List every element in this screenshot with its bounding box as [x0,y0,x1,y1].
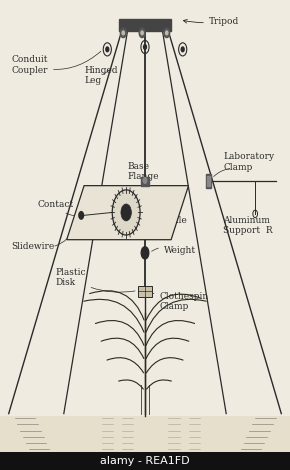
Bar [0,416,290,470]
Circle shape [144,45,146,49]
Text: Base
Flange: Base Flange [128,162,159,187]
Circle shape [112,190,140,235]
Text: Aluminum
Support  R: Aluminum Support R [223,216,273,235]
Text: alamy - REA1FD: alamy - REA1FD [100,456,190,466]
Circle shape [181,47,184,52]
Circle shape [121,204,131,221]
Bar [206,174,211,188]
Polygon shape [67,186,188,240]
Text: Contact: Contact [38,200,81,216]
Text: Hinged
Leg: Hinged Leg [84,65,118,85]
Bar [138,286,152,297]
Text: Clothespin
Clamp: Clothespin Clamp [152,292,209,312]
Text: Axle: Axle [132,215,186,226]
Text: Slidewire: Slidewire [12,242,55,251]
Circle shape [79,212,84,219]
Bar [207,176,210,186]
Circle shape [141,31,143,35]
Circle shape [106,47,109,52]
Circle shape [141,247,149,259]
Circle shape [120,28,126,38]
Bar [141,177,149,186]
Text: Tripod: Tripod [184,16,239,26]
Circle shape [122,31,124,35]
Text: Conduit
Coupler: Conduit Coupler [12,51,101,75]
Circle shape [164,28,170,38]
Circle shape [143,178,147,183]
Circle shape [139,28,145,38]
Bar [119,19,171,31]
Text: Plastic
Disk: Plastic Disk [55,267,135,292]
Bar [0,452,290,470]
Circle shape [166,31,168,35]
Text: Weight: Weight [152,245,196,255]
Text: Laboratory
Clamp: Laboratory Clamp [223,152,274,172]
